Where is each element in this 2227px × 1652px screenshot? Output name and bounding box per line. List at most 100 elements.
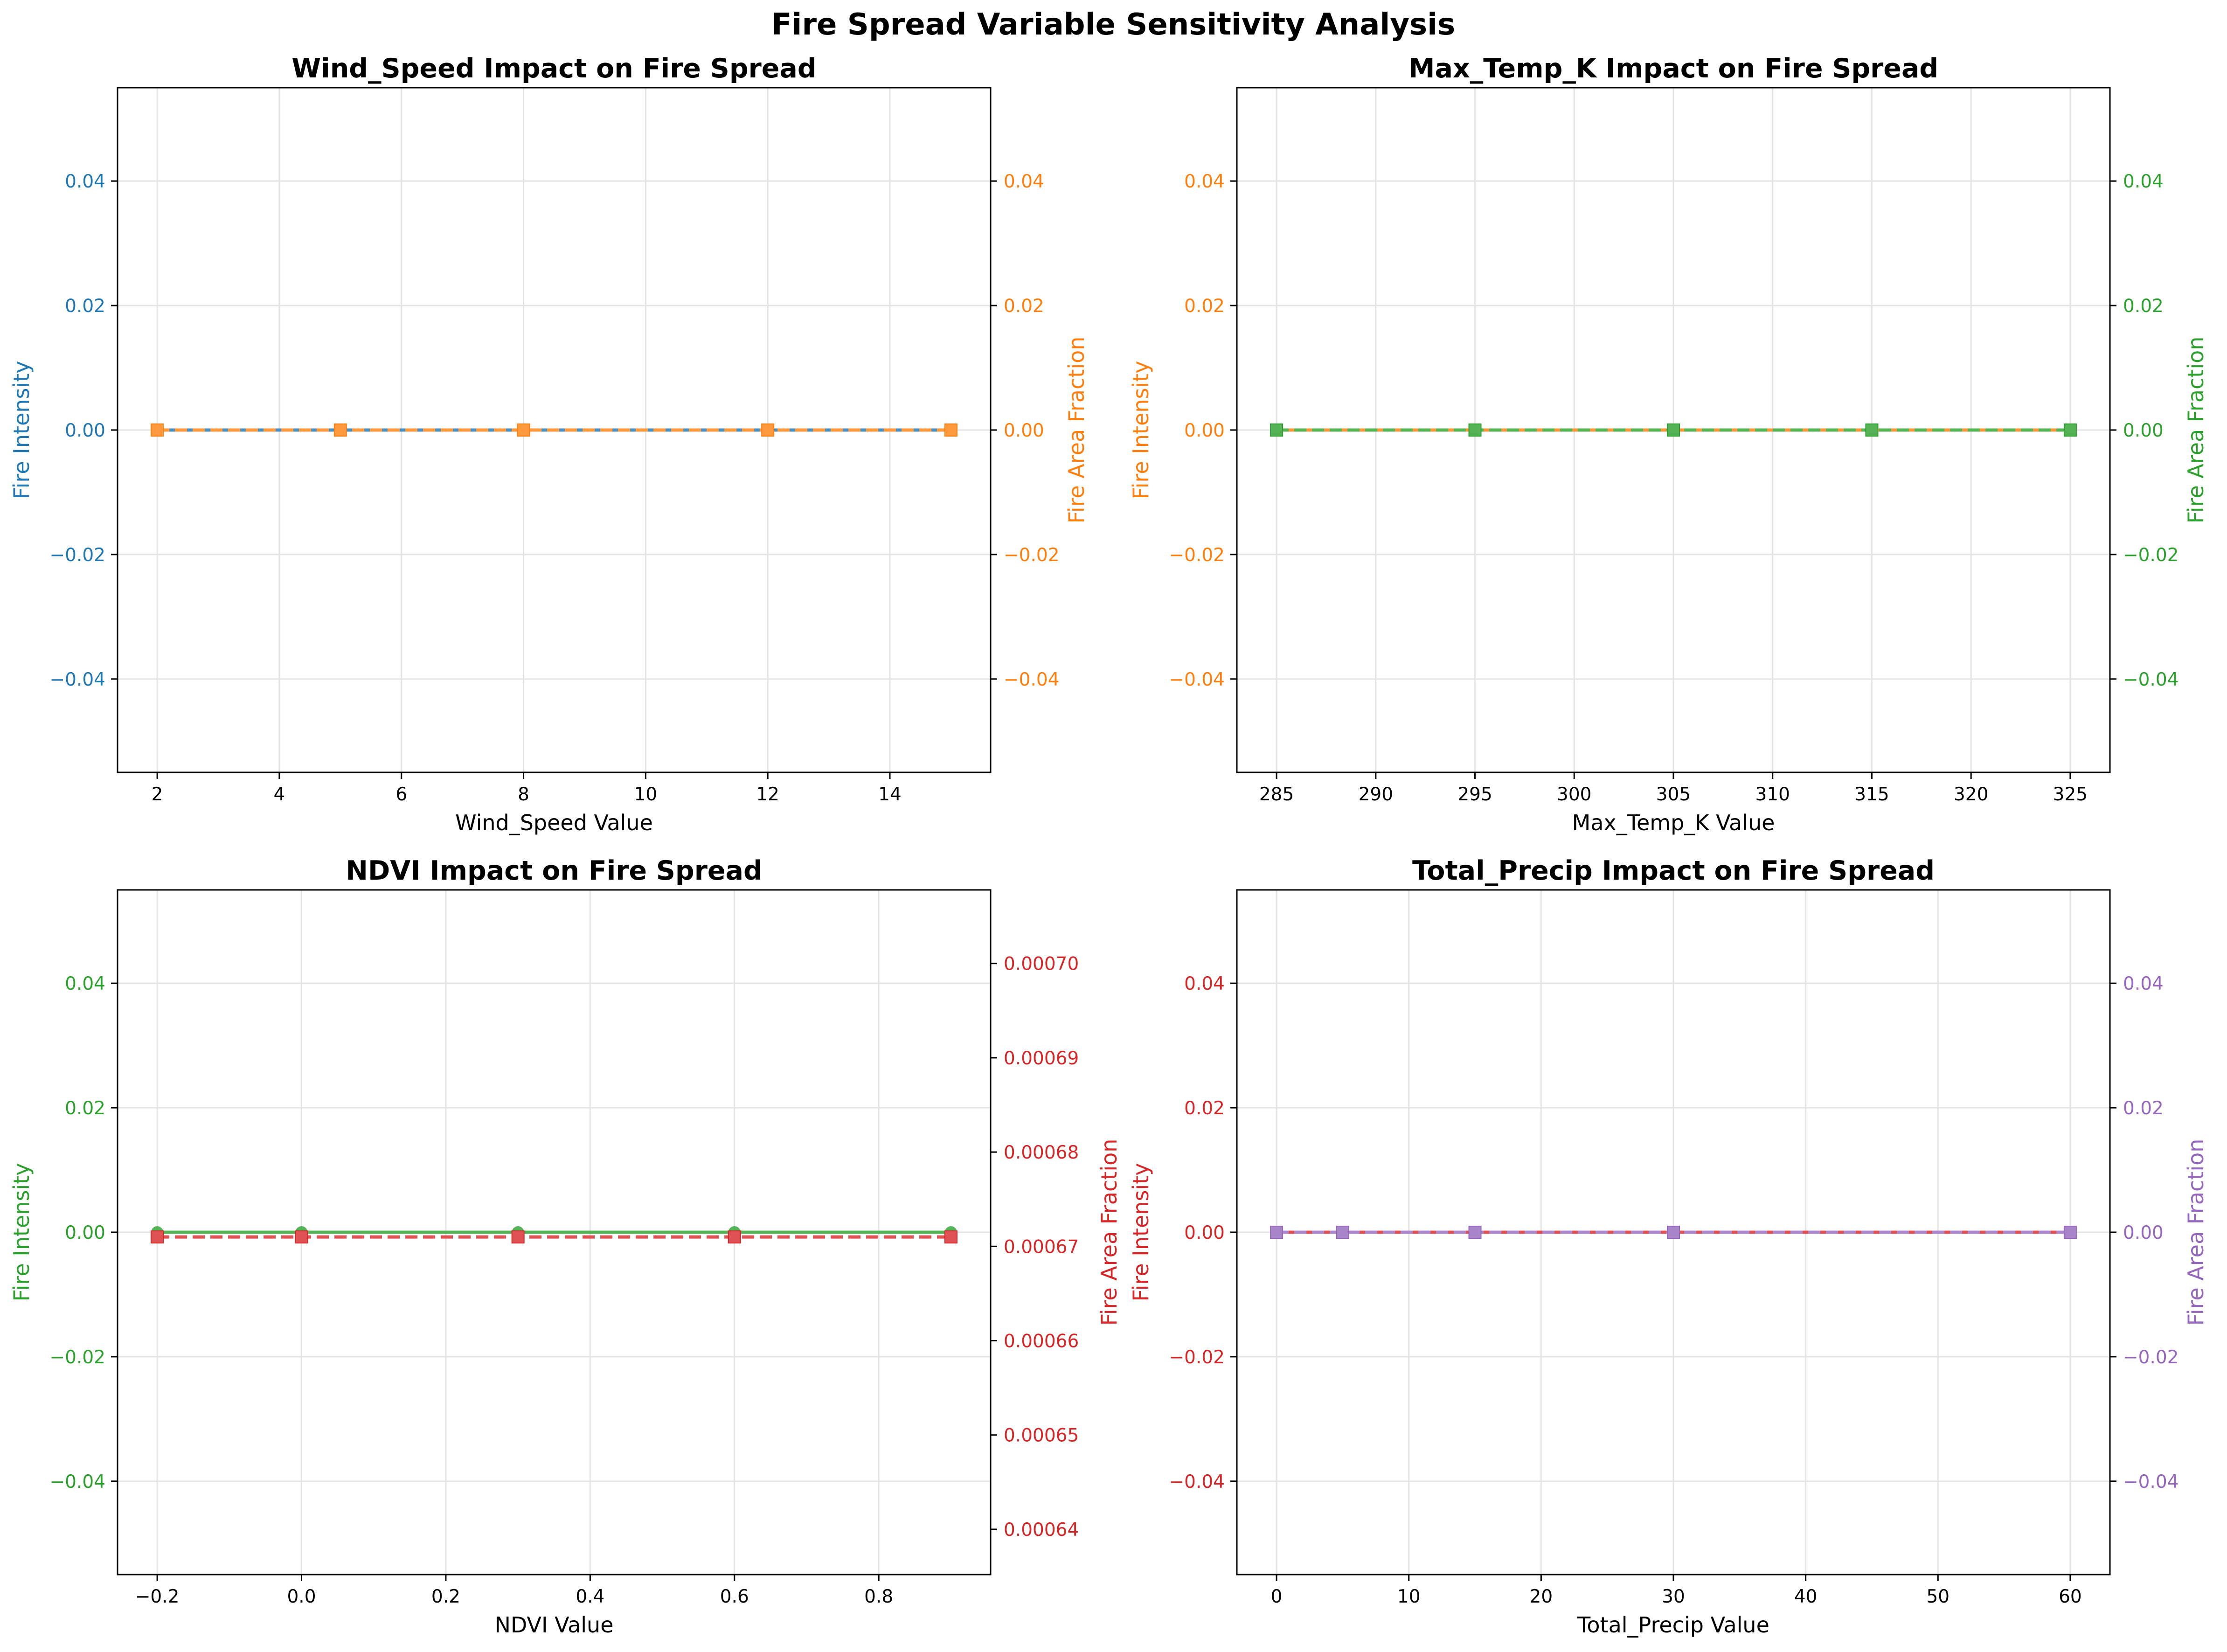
point-fire-area-fraction [1270,1226,1283,1239]
y-left-axis-label: Fire Intensity [9,1163,34,1302]
x-tick-label: 40 [1794,1586,1818,1607]
subplot-3: −0.2 0.0 0.2 0.4 0.6 0.8 −0.04 −0.02 0.00 0.02 0.0… [9,855,1122,1638]
y-right-axis-label: Fire Area Fraction [2183,337,2208,524]
point-fire-area-fraction [1468,1226,1482,1239]
point-fire-area-fraction [151,1230,164,1244]
y-right-tick-label: −0.04 [2123,669,2179,690]
x-tick-label: 290 [1359,784,1393,805]
y-right-tick-label: 0.00 [2123,1222,2164,1243]
subplot-1: 2 4 6 8 10 12 14 −0.04 −0.02 0.00 0.02 0.04 −0.04 −0.… [9,53,1089,835]
x-axis-label: NDVI Value [495,1612,614,1638]
point-fire-area-fraction [761,423,775,437]
point-fire-area-fraction [2063,423,2077,437]
x-tick-label: 10 [1397,1586,1421,1607]
y-right-tick-label: 0.00064 [1004,1520,1079,1541]
subplot-title: Wind_Speed Impact on Fire Spread [291,53,816,84]
y-right-tick-label: 0.00067 [1004,1236,1079,1257]
y-right-tick-label: 0.00069 [1004,1048,1079,1069]
y-right-tick-label: 0.02 [1004,296,1044,317]
y-right-axis-label: Fire Area Fraction [1096,1139,1122,1326]
point-fire-area-fraction [944,1230,957,1244]
point-fire-area-fraction [1865,423,1879,437]
x-tick-label: 300 [1557,784,1591,805]
point-fire-area-fraction [1468,423,1482,437]
x-tick-label: 285 [1259,784,1294,805]
y-left-tick-label: 0.02 [65,296,105,317]
x-tick-label: 310 [1755,784,1790,805]
x-tick-label: 10 [634,784,658,805]
x-tick-label: 30 [1662,1586,1685,1607]
y-left-tick-label: −0.04 [1169,1472,1225,1492]
y-left-tick-label: −0.02 [1169,1347,1225,1368]
y-right-axis-label: Fire Area Fraction [1064,337,1089,524]
x-tick-label: 320 [1954,784,1988,805]
y-left-tick-label: −0.04 [1169,669,1225,690]
x-tick-label: 50 [1926,1586,1949,1607]
x-tick-label: 8 [518,784,529,805]
x-tick-label: 60 [2059,1586,2082,1607]
figure-title: Fire Spread Variable Sensitivity Analysi… [771,7,1455,42]
y-left-tick-label: 0.04 [1184,171,1225,192]
x-tick-label: 12 [756,784,779,805]
x-tick-label: 0.0 [287,1586,316,1607]
y-left-tick-label: 0.04 [65,171,105,192]
y-left-axis-label: Fire Intensity [1128,1163,1153,1302]
x-tick-label: 315 [1854,784,1889,805]
point-fire-area-fraction [517,423,530,437]
y-left-tick-label: −0.02 [49,1347,105,1368]
subplot-4: 0 10 20 30 40 50 60 −0.04 −0.02 0.00 0.02 0.04 −0.04… [1128,855,2208,1638]
y-right-tick-label: 0.00068 [1004,1142,1079,1163]
x-tick-label: 20 [1530,1586,1553,1607]
y-left-tick-label: 0.04 [1184,973,1225,994]
x-tick-label: 0.6 [720,1586,749,1607]
y-right-tick-label: 0.00 [1004,420,1044,441]
point-fire-area-fraction [511,1230,525,1244]
point-fire-area-fraction [2063,1226,2077,1239]
y-right-tick-label: 0.00070 [1004,954,1079,975]
y-left-axis-label: Fire Intensity [1128,361,1153,500]
y-right-tick-label: 0.00066 [1004,1331,1079,1352]
x-tick-label: 0.8 [864,1586,893,1607]
y-right-tick-label: −0.04 [2123,1472,2179,1492]
y-right-tick-label: 0.04 [2123,973,2164,994]
x-axis-label: Total_Precip Value [1577,1612,1769,1638]
y-left-tick-label: −0.02 [49,545,105,566]
y-right-tick-label: 0.00065 [1004,1425,1079,1446]
point-fire-area-fraction [944,423,957,437]
y-left-tick-label: −0.02 [1169,545,1225,566]
subplot-title: Total_Precip Impact on Fire Spread [1412,855,1935,886]
x-tick-label: 0.4 [576,1586,604,1607]
x-tick-label: 325 [2053,784,2088,805]
y-right-tick-label: 0.02 [2123,296,2164,317]
point-fire-area-fraction [1667,423,1680,437]
y-left-tick-label: 0.02 [65,1098,105,1119]
x-tick-label: 0 [1271,1586,1283,1607]
y-right-tick-label: −0.04 [1004,669,1060,690]
y-right-tick-label: 0.04 [2123,171,2164,192]
y-left-tick-label: 0.04 [65,973,105,994]
subplot-title: Max_Temp_K Impact on Fire Spread [1408,53,1938,84]
y-right-tick-label: −0.02 [2123,545,2179,566]
y-left-tick-label: 0.00 [1184,1222,1225,1243]
y-left-tick-label: 0.02 [1184,296,1225,317]
y-right-tick-label: 0.02 [2123,1098,2164,1119]
x-axis-label: Max_Temp_K Value [1572,810,1775,835]
x-tick-label: −0.2 [135,1586,180,1607]
y-right-tick-label: 0.00 [2123,420,2164,441]
x-tick-label: 6 [395,784,407,805]
x-tick-label: 4 [273,784,285,805]
y-right-tick-label: 0.04 [1004,171,1044,192]
y-left-tick-label: 0.00 [65,1222,105,1243]
y-right-axis-label: Fire Area Fraction [2183,1139,2208,1326]
x-axis-label: Wind_Speed Value [455,810,653,835]
y-right-tick-label: −0.02 [1004,545,1060,566]
point-fire-area-fraction [1667,1226,1680,1239]
point-fire-area-fraction [1336,1226,1349,1239]
point-fire-area-fraction [151,423,164,437]
y-left-axis-label: Fire Intensity [9,361,34,500]
point-fire-area-fraction [333,423,347,437]
x-tick-label: 2 [152,784,163,805]
x-tick-label: 295 [1457,784,1492,805]
